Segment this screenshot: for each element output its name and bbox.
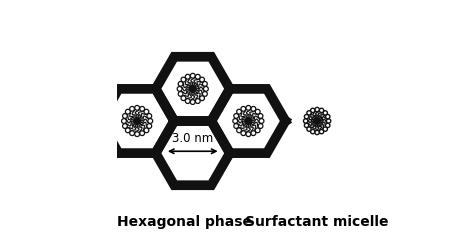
Circle shape (303, 119, 308, 123)
Circle shape (246, 132, 251, 136)
Circle shape (140, 131, 145, 136)
Circle shape (234, 124, 238, 129)
Circle shape (135, 106, 139, 110)
Circle shape (200, 96, 204, 101)
Circle shape (181, 77, 186, 82)
Circle shape (323, 111, 328, 115)
Circle shape (259, 119, 264, 123)
Circle shape (307, 127, 311, 131)
Circle shape (130, 106, 135, 111)
Circle shape (144, 128, 149, 133)
Circle shape (304, 114, 309, 119)
Circle shape (237, 109, 241, 114)
Circle shape (315, 107, 319, 112)
Circle shape (203, 86, 208, 91)
Circle shape (195, 99, 200, 103)
Polygon shape (211, 89, 285, 153)
Circle shape (246, 106, 251, 110)
Circle shape (319, 108, 324, 113)
Circle shape (200, 77, 204, 82)
Circle shape (315, 130, 319, 135)
Circle shape (251, 106, 256, 111)
Circle shape (140, 106, 145, 111)
Polygon shape (100, 89, 174, 153)
Circle shape (241, 106, 246, 111)
Circle shape (202, 82, 207, 86)
Circle shape (304, 123, 309, 128)
Text: Hexagonal phase: Hexagonal phase (117, 215, 252, 229)
Circle shape (178, 82, 183, 86)
Circle shape (185, 99, 190, 103)
Circle shape (126, 128, 130, 133)
Circle shape (319, 129, 324, 134)
Circle shape (310, 108, 315, 113)
Circle shape (258, 124, 263, 129)
Polygon shape (155, 57, 230, 121)
Text: 3.0 nm: 3.0 nm (172, 132, 213, 145)
Polygon shape (155, 121, 230, 185)
Circle shape (246, 119, 251, 123)
Circle shape (202, 91, 207, 96)
Circle shape (255, 109, 260, 114)
Circle shape (307, 111, 311, 115)
Circle shape (315, 119, 319, 123)
Circle shape (144, 109, 149, 114)
Circle shape (121, 119, 127, 123)
Circle shape (135, 132, 139, 136)
Circle shape (130, 131, 135, 136)
Circle shape (326, 114, 330, 119)
Circle shape (191, 100, 195, 105)
Circle shape (195, 74, 200, 79)
Circle shape (178, 91, 183, 96)
Circle shape (123, 113, 128, 118)
Circle shape (147, 113, 152, 118)
Circle shape (255, 128, 260, 133)
Circle shape (326, 123, 330, 128)
Circle shape (237, 128, 241, 133)
Circle shape (234, 113, 238, 118)
Circle shape (126, 109, 130, 114)
Circle shape (185, 74, 190, 79)
Circle shape (258, 113, 263, 118)
Circle shape (181, 96, 186, 101)
Circle shape (323, 127, 328, 131)
Circle shape (147, 124, 152, 129)
Circle shape (327, 119, 331, 123)
Circle shape (177, 86, 182, 91)
Circle shape (148, 119, 153, 123)
Circle shape (233, 119, 237, 123)
Circle shape (191, 73, 195, 78)
Circle shape (251, 131, 256, 136)
Circle shape (241, 131, 246, 136)
Circle shape (123, 124, 128, 129)
Circle shape (135, 119, 139, 123)
Text: Surfactant micelle: Surfactant micelle (246, 215, 389, 229)
Circle shape (310, 129, 315, 134)
Circle shape (191, 86, 195, 91)
